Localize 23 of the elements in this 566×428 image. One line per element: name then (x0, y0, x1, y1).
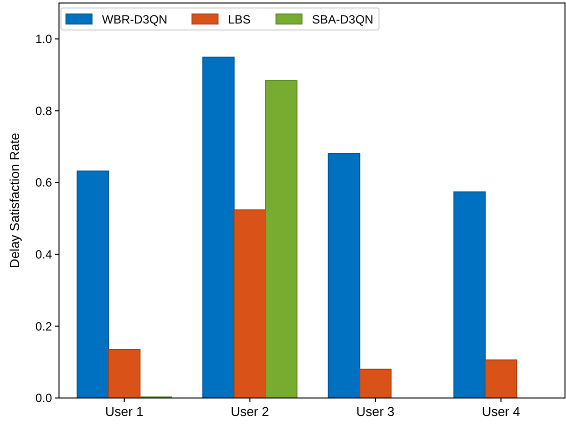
y-tick-label: 1.0 (35, 32, 52, 46)
legend-label: SBA-D3QN (312, 12, 374, 26)
bar (202, 56, 235, 398)
y-tick-label: 0.6 (35, 176, 52, 190)
legend-label: LBS (228, 12, 251, 26)
bar (234, 209, 266, 398)
y-tick-label: 0.0 (35, 391, 52, 406)
y-tick-label: 0.8 (35, 104, 52, 118)
y-axis-title: Delay Satisfaction Rate (7, 132, 22, 268)
x-tick-label: User 3 (356, 404, 395, 419)
x-tick-label: User 2 (230, 404, 269, 419)
bar (453, 191, 486, 398)
legend-label: WBR-D3QN (102, 12, 168, 26)
x-tick-label: User 4 (482, 404, 520, 419)
bar (265, 80, 298, 398)
bar (484, 359, 518, 398)
bar (108, 349, 140, 398)
bar (328, 152, 360, 398)
y-tick-label: 0.4 (35, 248, 52, 262)
y-tick-label: 0.2 (35, 319, 52, 334)
bar (76, 170, 110, 398)
x-tick-label: User 1 (105, 404, 144, 419)
bar (359, 368, 392, 398)
